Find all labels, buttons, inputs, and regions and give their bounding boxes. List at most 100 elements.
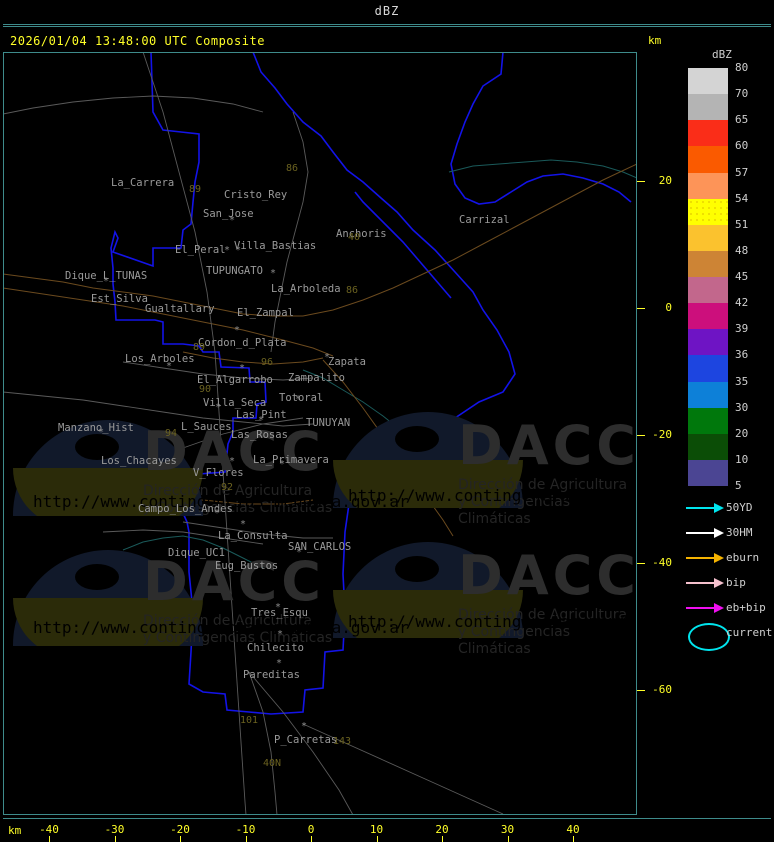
- place-label: Carrizal: [459, 214, 510, 226]
- colorbar-band[interactable]: [688, 433, 728, 460]
- x-axis-tick-mark: [376, 836, 378, 842]
- station-marker-icon: *: [275, 602, 282, 613]
- colorbar-band[interactable]: [688, 277, 728, 304]
- place-label: Los_Chacayes: [101, 455, 177, 467]
- place-label: Villa_Bastias: [234, 240, 317, 252]
- place-label: Las_Pint: [236, 409, 287, 421]
- colorbar-tick-label: 39: [735, 322, 749, 336]
- legend-item-label: 30HM: [726, 526, 753, 539]
- place-label: Gualtallary: [145, 303, 215, 315]
- x-axis-tick-mark: [311, 836, 312, 842]
- x-axis-tick-label: -10: [235, 823, 256, 836]
- station-marker-icon: *: [234, 325, 241, 336]
- legend-arrow-icon: [686, 553, 724, 563]
- colorbar-band[interactable]: [688, 120, 728, 147]
- colorbar-band[interactable]: [688, 94, 728, 121]
- colorbar-tick-label: 51: [735, 217, 749, 231]
- legend-arrow-icon: [686, 578, 724, 588]
- place-label: Eug_Bustos: [215, 560, 279, 572]
- x-axis-tick-label: 20: [435, 823, 449, 836]
- station-marker-icon: *: [270, 268, 277, 279]
- colorbar-band[interactable]: [688, 381, 728, 408]
- colorbar-tick-label: 36: [735, 348, 749, 362]
- x-axis-tick-label: 0: [307, 823, 315, 836]
- legend-item-label: current: [726, 626, 773, 639]
- x-axis-tick-mark: [507, 836, 509, 842]
- colorbar-title: dBZ: [712, 48, 732, 61]
- colorbar-band[interactable]: [688, 407, 728, 434]
- place-label: Est_Silva: [91, 293, 148, 305]
- colorbar-band[interactable]: [688, 303, 728, 330]
- place-label: Cristo_Rey: [224, 189, 288, 201]
- station-marker-icon: *: [239, 363, 246, 374]
- colorbar-band[interactable]: [688, 68, 728, 95]
- colorbar-band[interactable]: [688, 172, 728, 199]
- radar-map[interactable]: DACC Dirección de Agricultura y Continge…: [3, 52, 637, 815]
- legend-item-label: eburn: [726, 551, 760, 564]
- divider-bottom: [3, 818, 771, 819]
- y-axis-tick-label: -40: [652, 556, 672, 569]
- x-axis-tick-label: 10: [369, 823, 384, 836]
- y-axis-tick-mark: [637, 690, 645, 691]
- page-title: dBZ: [374, 4, 400, 18]
- legend-arrow-icon: [686, 503, 724, 513]
- station-marker-icon: *: [235, 245, 242, 256]
- route-number-label: 86: [346, 285, 359, 296]
- place-label: San_Jose: [203, 208, 254, 220]
- place-label: La_Primavera: [253, 454, 329, 466]
- colorbar-tick-label: 42: [735, 296, 749, 310]
- place-label: Dique_L_TUNAS: [65, 270, 148, 282]
- route-number-label: 89: [193, 342, 206, 353]
- route-number-label: 143: [333, 736, 352, 747]
- colorbar-band[interactable]: [688, 250, 728, 277]
- station-marker-icon: *: [279, 459, 286, 470]
- place-label: Totoral: [279, 392, 324, 404]
- legend-ellipse-icon: [688, 623, 730, 651]
- legend-item-label: bip: [726, 576, 746, 589]
- place-label: El_Peral: [175, 244, 226, 256]
- station-marker-icon: *: [224, 245, 231, 256]
- place-label: P_Carretas: [274, 734, 338, 746]
- x-axis-tick-label: -40: [39, 823, 59, 836]
- place-label: Tres_Esqu: [251, 607, 308, 619]
- colorbar-band[interactable]: [688, 198, 728, 225]
- station-marker-icon: *: [166, 361, 173, 372]
- route-number-label: 92: [221, 482, 234, 493]
- place-label: La_Carrera: [111, 177, 175, 189]
- station-marker-icon: *: [295, 394, 302, 405]
- divider-top: [3, 24, 771, 25]
- place-label: El_Algarrobo: [197, 374, 273, 386]
- route-number-label: 96: [261, 357, 274, 368]
- station-marker-icon: *: [240, 519, 247, 530]
- colorbar-band[interactable]: [688, 459, 728, 486]
- colorbar-band[interactable]: [688, 329, 728, 356]
- legend-item-label: eb+bip: [726, 601, 766, 614]
- y-axis-tick-mark: [637, 308, 645, 309]
- place-label: Campo_Los_Andes: [138, 503, 233, 515]
- place-label: La_Arboleda: [271, 283, 341, 295]
- place-label: TUPUNGATO: [206, 265, 263, 277]
- colorbar-band[interactable]: [688, 355, 728, 382]
- station-marker-icon: *: [215, 402, 222, 413]
- x-axis-tick-mark: [49, 836, 50, 842]
- y-axis-tick-label: -20: [652, 428, 672, 441]
- legend-arrow-icon: [686, 603, 724, 613]
- y-axis-unit: km: [648, 34, 662, 47]
- colorbar-band[interactable]: [688, 224, 728, 251]
- place-label: Los_Arboles: [125, 353, 195, 365]
- colorbar-band[interactable]: [688, 146, 728, 173]
- colorbar-tick-label: 45: [735, 270, 749, 283]
- station-marker-icon: *: [103, 276, 110, 287]
- colorbar[interactable]: [688, 68, 728, 486]
- route-number-label: 89: [189, 184, 202, 195]
- x-axis-tick-label: 40: [566, 823, 580, 836]
- y-axis-tick-mark: [637, 181, 645, 182]
- legend-arrow-icon: [686, 528, 724, 538]
- place-label: Pareditas: [243, 669, 300, 681]
- station-marker-icon: *: [214, 508, 221, 519]
- colorbar-tick-label: 35: [735, 374, 749, 388]
- colorbar-tick-label: 5: [735, 479, 742, 492]
- place-label: La_Consulta: [218, 530, 288, 542]
- place-label: TUNUYAN: [306, 417, 351, 429]
